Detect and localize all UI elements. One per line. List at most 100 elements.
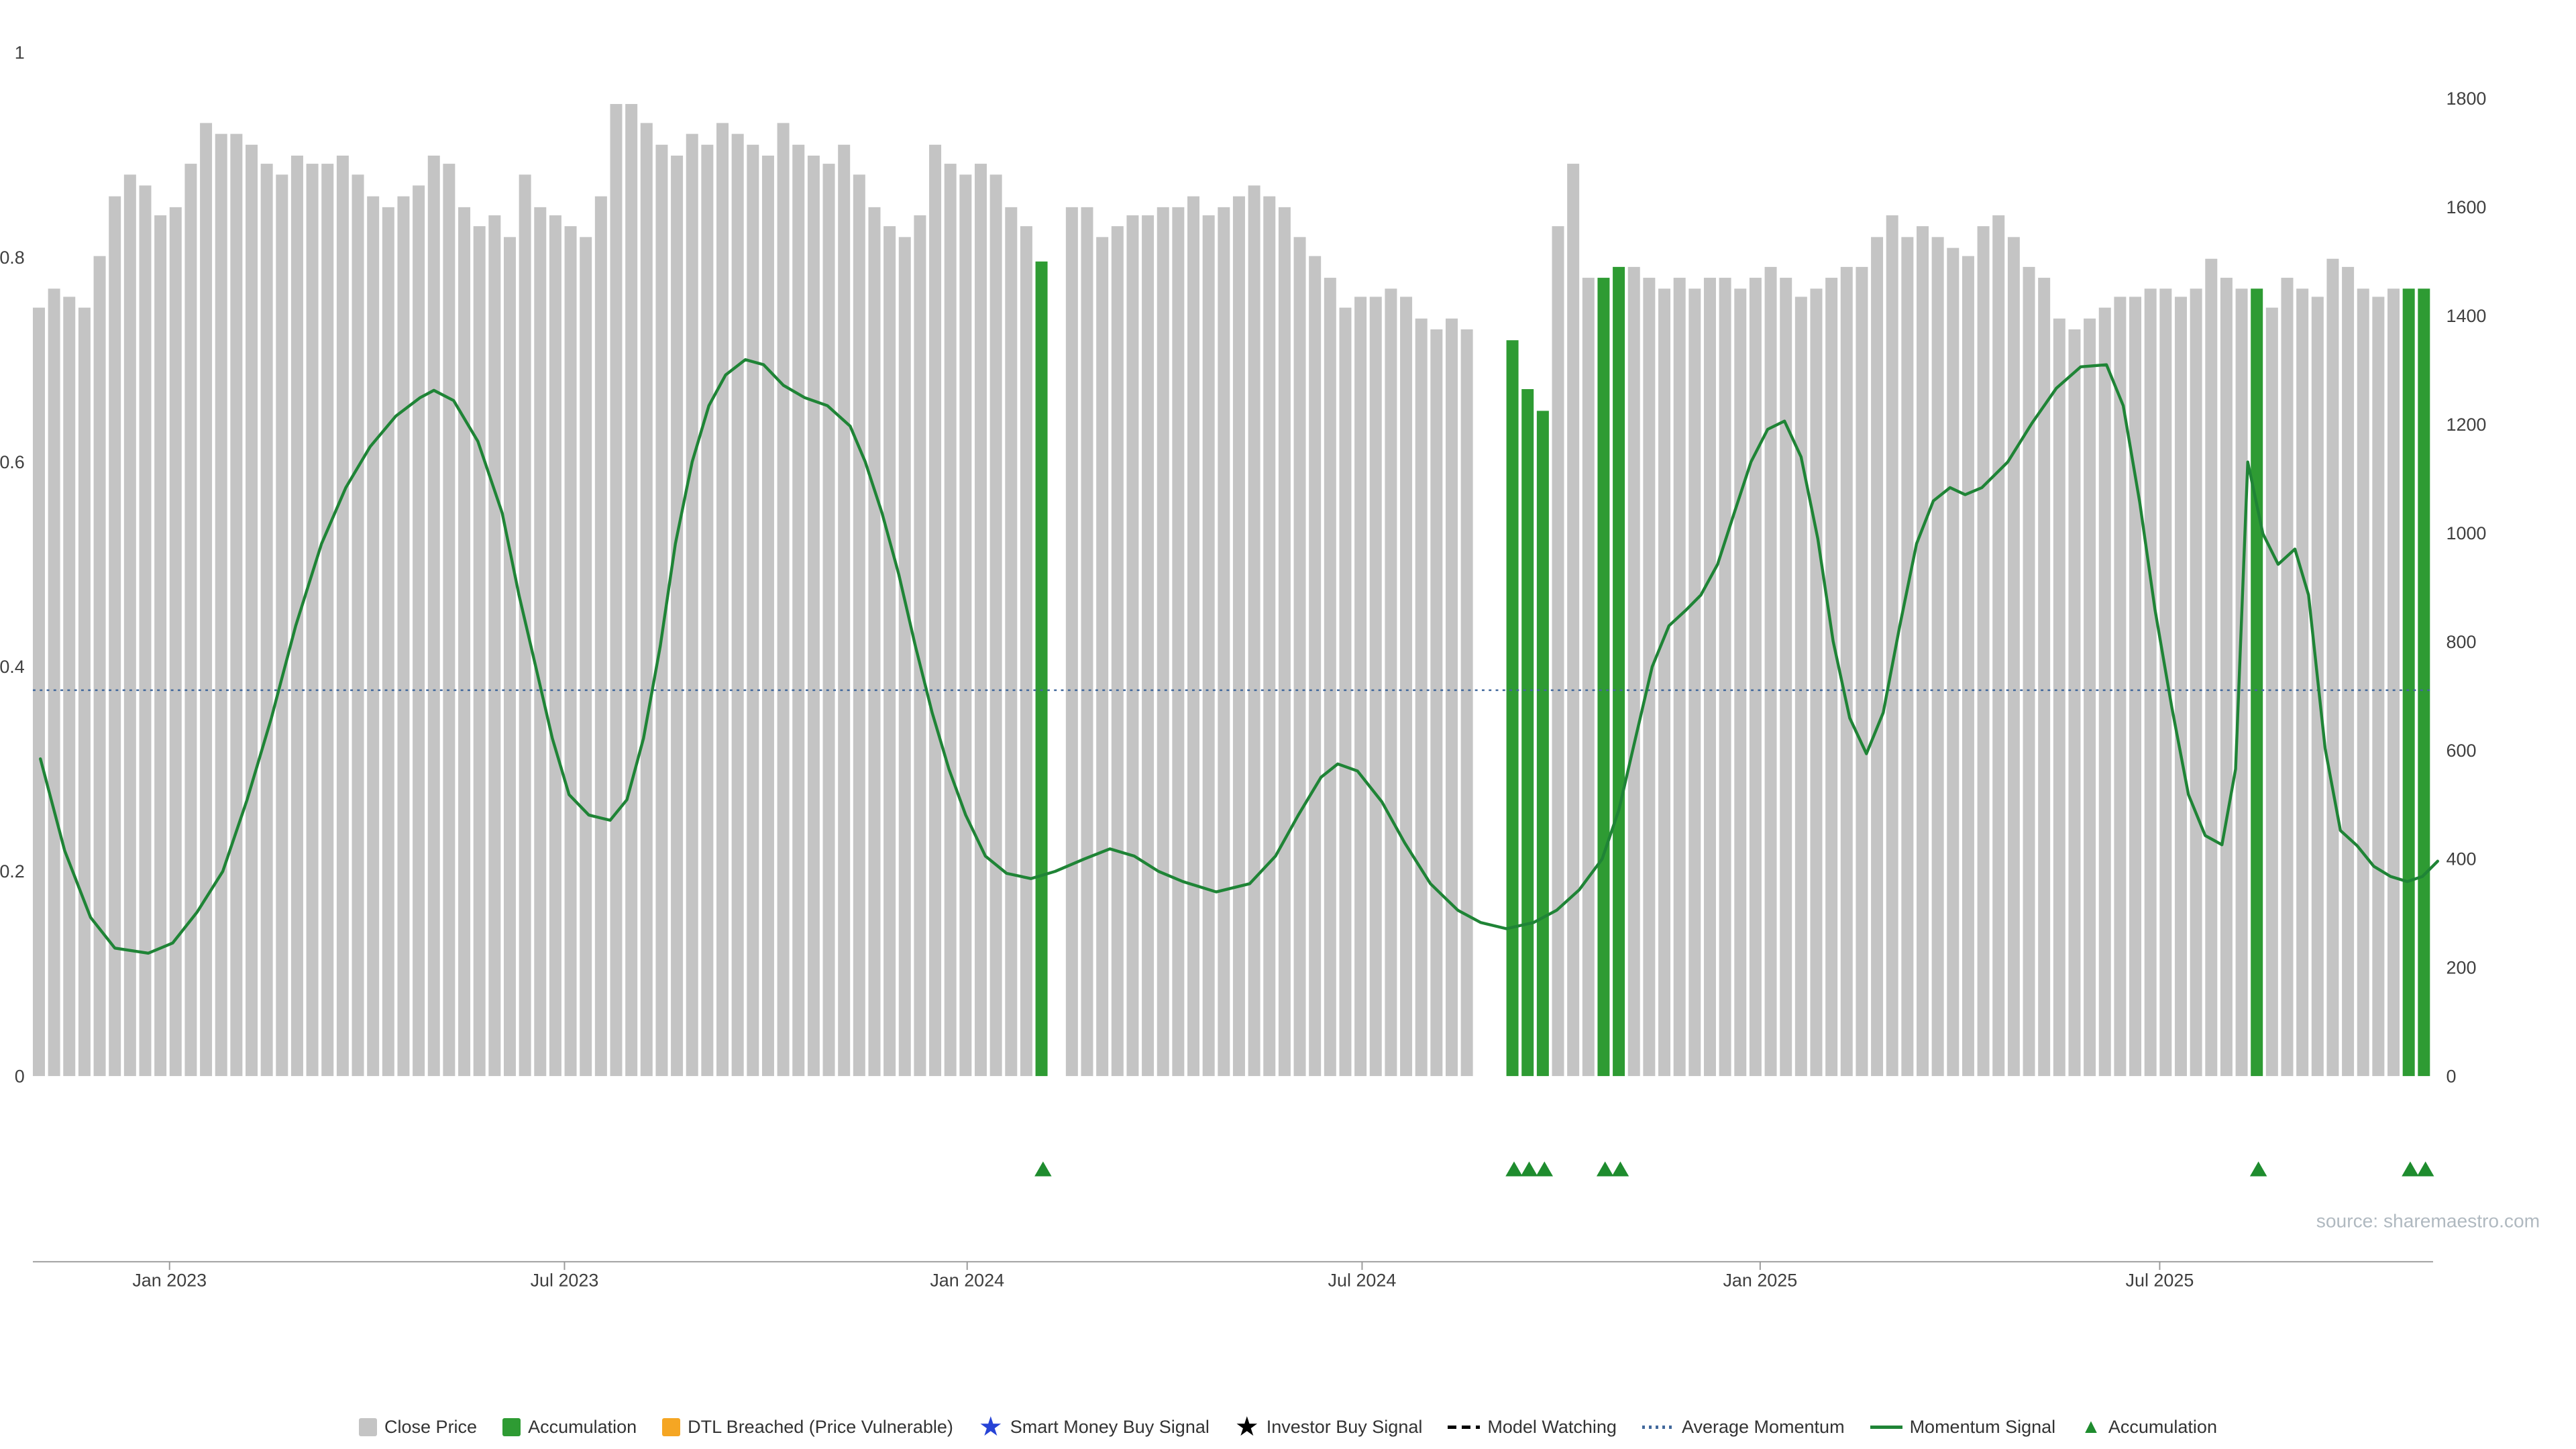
- close-price-bar: [200, 123, 213, 1077]
- close-price-bar: [1992, 215, 2005, 1077]
- close-price-bar: [458, 207, 471, 1077]
- close-price-bar: [761, 155, 774, 1077]
- close-price-bar: [1172, 207, 1185, 1077]
- accumulation-bar: [1035, 261, 1048, 1077]
- close-price-bar: [1339, 307, 1352, 1077]
- right-axis-tick-label: 1800: [2447, 89, 2487, 109]
- close-price-bar: [306, 164, 319, 1077]
- close-price-bar: [1157, 207, 1169, 1077]
- legend-label: Accumulation: [2108, 1416, 2217, 1437]
- star-icon: ★: [978, 1412, 1003, 1442]
- close-price-bar: [2068, 329, 2081, 1077]
- close-price-bar: [655, 144, 668, 1077]
- left-axis-tick-label: 0: [15, 1066, 25, 1086]
- accumulation-bar: [2418, 288, 2430, 1077]
- legend-label: DTL Breached (Price Vulnerable): [688, 1416, 953, 1437]
- close-price-bar: [549, 215, 561, 1077]
- close-price-bar: [1917, 226, 1929, 1077]
- close-price-bar: [1309, 256, 1322, 1077]
- close-price-bar: [731, 133, 744, 1077]
- legend-item-model-watching[interactable]: Model Watching: [1448, 1417, 1617, 1438]
- source-attribution: source: sharemaestro.com: [2316, 1210, 2540, 1231]
- close-price-bar: [1248, 185, 1260, 1077]
- right-axis-tick-label: 0: [2447, 1066, 2457, 1086]
- close-price-bar: [246, 144, 258, 1077]
- close-price-bar: [276, 174, 288, 1077]
- close-price-bar: [48, 288, 60, 1077]
- close-price-bar: [2129, 297, 2142, 1077]
- close-price-bar: [580, 237, 592, 1077]
- close-price-bar: [123, 174, 136, 1077]
- close-price-bar: [1749, 278, 1762, 1077]
- close-price-bar: [989, 174, 1002, 1077]
- close-price-bar: [1658, 288, 1671, 1077]
- accumulation-bar: [1506, 340, 1519, 1077]
- right-axis-tick-label: 1400: [2447, 306, 2487, 326]
- close-price-bar: [230, 133, 243, 1077]
- legend-label: Model Watching: [1487, 1416, 1617, 1437]
- right-axis-tick-label: 1600: [2447, 197, 2487, 217]
- close-price-bar: [1977, 226, 1990, 1077]
- accumulation-triangle-marker: [2249, 1161, 2267, 1177]
- legend-item-average-momentum[interactable]: Average Momentum: [1642, 1417, 1845, 1438]
- close-price-bar: [822, 164, 835, 1077]
- close-price-bar: [427, 155, 440, 1077]
- accumulation-bar: [2402, 288, 2415, 1077]
- close-price-bar: [944, 164, 957, 1077]
- close-price-bar: [1840, 266, 1853, 1077]
- x-axis-tick-label: Jan 2024: [930, 1271, 1004, 1291]
- close-price-bar: [1582, 278, 1595, 1077]
- close-price-bar: [2007, 237, 2020, 1077]
- close-price-bar: [1415, 318, 1428, 1077]
- close-price-bar: [701, 144, 714, 1077]
- accumulation-bar: [1597, 278, 1610, 1077]
- close-price-bar: [1810, 288, 1823, 1077]
- close-price-bar: [1764, 266, 1777, 1077]
- close-price-bar: [716, 123, 729, 1077]
- legend-item-dtl-breached-price-vulnerable-[interactable]: DTL Breached (Price Vulnerable): [662, 1417, 953, 1438]
- close-price-bar: [2265, 307, 2278, 1077]
- legend-item-momentum-signal[interactable]: Momentum Signal: [1870, 1417, 2055, 1438]
- legend-item-investor-buy-signal[interactable]: ★ Investor Buy Signal: [1235, 1413, 1422, 1440]
- close-price-bar: [959, 174, 972, 1077]
- close-price-bar: [1126, 215, 1139, 1077]
- close-price-bar: [1187, 196, 1200, 1077]
- legend-label: Smart Money Buy Signal: [1010, 1416, 1210, 1437]
- left-axis-tick-label: 0.6: [0, 452, 25, 472]
- close-price-bar: [2114, 297, 2127, 1077]
- close-price-bar: [2084, 318, 2096, 1077]
- close-price-bar: [503, 237, 516, 1077]
- accumulation-triangle-marker: [2416, 1161, 2434, 1177]
- close-price-bar: [1202, 215, 1215, 1077]
- close-price-bar: [1369, 297, 1382, 1077]
- close-price-bar: [2357, 288, 2369, 1077]
- legend-item-accumulation[interactable]: ▲ Accumulation: [2081, 1417, 2217, 1438]
- close-price-bar: [367, 196, 380, 1077]
- close-price-bar: [154, 215, 167, 1077]
- close-price-bar: [1719, 278, 1731, 1077]
- close-price-bar: [640, 123, 653, 1077]
- accumulation-triangle-marker: [2402, 1161, 2419, 1177]
- close-price-bar: [898, 237, 911, 1077]
- legend-item-accumulation[interactable]: Accumulation: [502, 1417, 637, 1438]
- legend-item-close-price[interactable]: Close Price: [359, 1417, 477, 1438]
- solid-line-icon: [1870, 1425, 1902, 1429]
- close-price-bar: [1931, 237, 1944, 1077]
- legend-item-smart-money-buy-signal[interactable]: ★ Smart Money Buy Signal: [979, 1413, 1210, 1440]
- close-price-bar: [1856, 266, 1868, 1077]
- right-axis-tick-label: 600: [2447, 741, 2477, 761]
- close-price-bar: [2220, 278, 2233, 1077]
- right-axis-tick-label: 800: [2447, 632, 2477, 652]
- close-price-bar: [1081, 207, 1093, 1077]
- right-axis-tick-label: 400: [2447, 849, 2477, 869]
- square-icon: [662, 1417, 681, 1436]
- right-axis-tick-label: 1200: [2447, 415, 2487, 435]
- close-price-bar: [32, 307, 45, 1077]
- close-price-bar: [1142, 215, 1155, 1077]
- close-price-bar: [1901, 237, 1914, 1077]
- close-price-bar: [109, 196, 121, 1077]
- x-axis-tick-label: Jan 2023: [132, 1271, 207, 1291]
- close-price-bar: [564, 226, 577, 1077]
- close-price-bar: [2342, 266, 2355, 1077]
